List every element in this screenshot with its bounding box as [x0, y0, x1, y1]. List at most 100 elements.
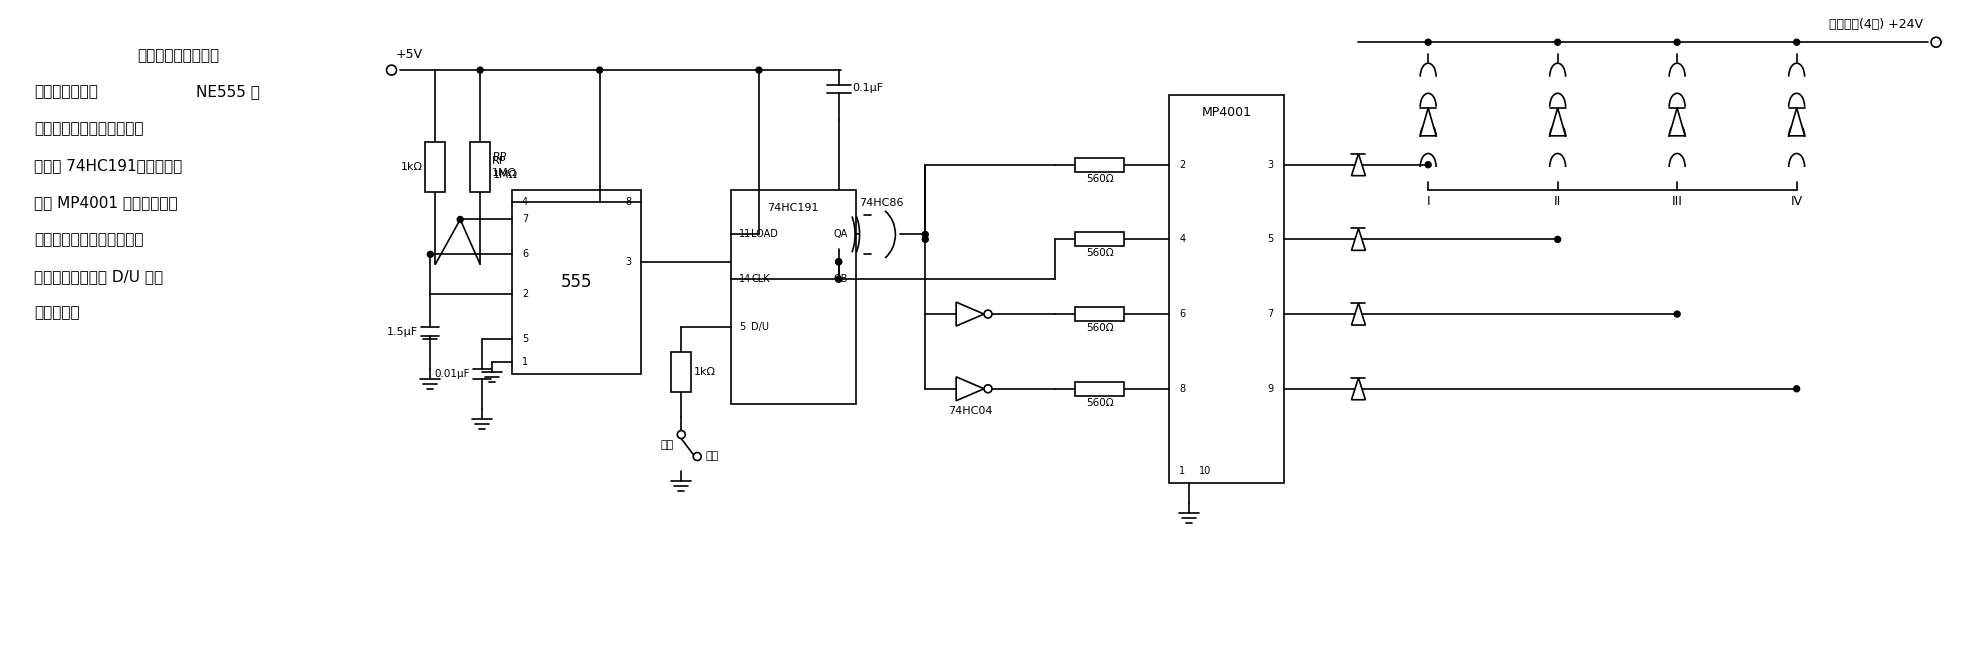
Circle shape: [678, 431, 686, 439]
Text: LOAD: LOAD: [751, 229, 777, 240]
Circle shape: [1554, 236, 1560, 242]
Text: QA: QA: [832, 229, 846, 240]
Circle shape: [983, 385, 991, 393]
Text: 四相步进电机的正反: 四相步进电机的正反: [137, 47, 220, 63]
Circle shape: [1794, 39, 1800, 45]
Text: CLK: CLK: [751, 274, 769, 284]
Text: RP
1MΩ: RP 1MΩ: [492, 157, 517, 178]
Polygon shape: [1788, 108, 1804, 136]
Polygon shape: [1352, 154, 1366, 176]
Text: 6: 6: [1179, 309, 1185, 319]
Polygon shape: [1352, 378, 1366, 400]
Circle shape: [922, 231, 928, 237]
Circle shape: [1930, 37, 1940, 47]
Text: 4: 4: [1179, 234, 1185, 244]
Text: 5: 5: [521, 334, 527, 344]
Text: 7: 7: [1266, 309, 1272, 319]
Text: 计数器 74HC191，再经驱动: 计数器 74HC191，再经驱动: [34, 158, 182, 173]
Text: 74HC04: 74HC04: [947, 405, 991, 415]
Text: 2: 2: [1179, 160, 1185, 170]
Text: 8: 8: [624, 197, 630, 207]
Bar: [731, 189, 854, 403]
Circle shape: [386, 65, 396, 75]
Text: 4: 4: [521, 197, 527, 207]
Bar: [1074, 232, 1124, 246]
Bar: [470, 142, 490, 192]
Circle shape: [428, 252, 434, 258]
Text: 560Ω: 560Ω: [1086, 174, 1112, 184]
Text: 6: 6: [521, 250, 527, 260]
Circle shape: [755, 67, 761, 73]
Text: 1: 1: [521, 357, 527, 367]
Text: 转二相务磁电路: 转二相务磁电路: [34, 84, 97, 100]
Bar: [426, 142, 446, 192]
Text: I: I: [1425, 195, 1429, 208]
Circle shape: [1673, 39, 1679, 45]
Text: 1kΩ: 1kΩ: [400, 162, 422, 172]
Circle shape: [1425, 39, 1431, 45]
Text: III: III: [1671, 195, 1683, 208]
Circle shape: [478, 67, 484, 73]
Text: 电机正反转。正、反转由开: 电机正反转。正、反转由开: [34, 232, 143, 247]
Text: +5V: +5V: [394, 47, 422, 61]
Text: 正转: 正转: [660, 440, 674, 450]
Text: 电位决定。: 电位决定。: [34, 306, 79, 320]
Circle shape: [834, 276, 840, 282]
Text: 9: 9: [1266, 384, 1272, 394]
Text: IV: IV: [1790, 195, 1802, 208]
Text: 560Ω: 560Ω: [1086, 248, 1112, 258]
Text: 关控制可逆计数器 D/U 端的: 关控制可逆计数器 D/U 端的: [34, 269, 163, 284]
Polygon shape: [1352, 303, 1366, 325]
Text: NE555 振: NE555 振: [196, 84, 260, 100]
Circle shape: [834, 259, 840, 265]
Text: D/U: D/U: [751, 322, 769, 332]
Text: 步进电机(4相) +24V: 步进电机(4相) +24V: [1827, 18, 1923, 31]
Circle shape: [1425, 162, 1431, 168]
Text: 2: 2: [521, 289, 527, 299]
Text: 560Ω: 560Ω: [1086, 397, 1112, 407]
Circle shape: [834, 259, 840, 265]
Circle shape: [1794, 386, 1800, 392]
Text: 3: 3: [1266, 160, 1272, 170]
Text: 11: 11: [739, 229, 751, 240]
Bar: [1074, 158, 1124, 172]
Bar: [1074, 307, 1124, 321]
Polygon shape: [1419, 108, 1435, 136]
Polygon shape: [1352, 228, 1366, 250]
Text: 1: 1: [1179, 466, 1185, 476]
Bar: [672, 352, 692, 392]
Polygon shape: [955, 302, 983, 326]
Text: 1MΩ: 1MΩ: [494, 170, 517, 180]
Text: 3: 3: [624, 257, 630, 267]
Text: 荡电路的振荡频率、经可逆: 荡电路的振荡频率、经可逆: [34, 121, 143, 136]
Text: 14: 14: [739, 274, 751, 284]
Bar: [1169, 95, 1282, 484]
Text: II: II: [1554, 195, 1560, 208]
Text: 反转: 反转: [706, 452, 717, 462]
Text: RP: RP: [494, 153, 507, 163]
Circle shape: [597, 67, 603, 73]
Polygon shape: [1548, 108, 1566, 136]
Text: 8: 8: [1179, 384, 1185, 394]
Circle shape: [1554, 39, 1560, 45]
Text: 5: 5: [739, 322, 745, 332]
Circle shape: [922, 236, 928, 242]
Text: 电路 MP4001 恒压驱动步进: 电路 MP4001 恒压驱动步进: [34, 195, 178, 210]
Text: 74HC191: 74HC191: [767, 203, 819, 213]
Text: 1kΩ: 1kΩ: [694, 367, 716, 377]
Circle shape: [694, 452, 702, 460]
Text: 560Ω: 560Ω: [1086, 323, 1112, 333]
Bar: [511, 189, 640, 374]
Polygon shape: [1669, 108, 1685, 136]
Text: 5: 5: [1266, 234, 1272, 244]
Circle shape: [458, 217, 464, 223]
Circle shape: [1673, 311, 1679, 317]
Text: QB: QB: [832, 274, 846, 284]
Text: 0.01μF: 0.01μF: [434, 369, 470, 379]
Text: 7: 7: [521, 215, 527, 225]
Text: 0.1μF: 0.1μF: [852, 83, 884, 93]
Bar: [1074, 382, 1124, 396]
Text: 10: 10: [1199, 466, 1211, 476]
Polygon shape: [955, 377, 983, 401]
Text: 74HC86: 74HC86: [858, 197, 904, 207]
